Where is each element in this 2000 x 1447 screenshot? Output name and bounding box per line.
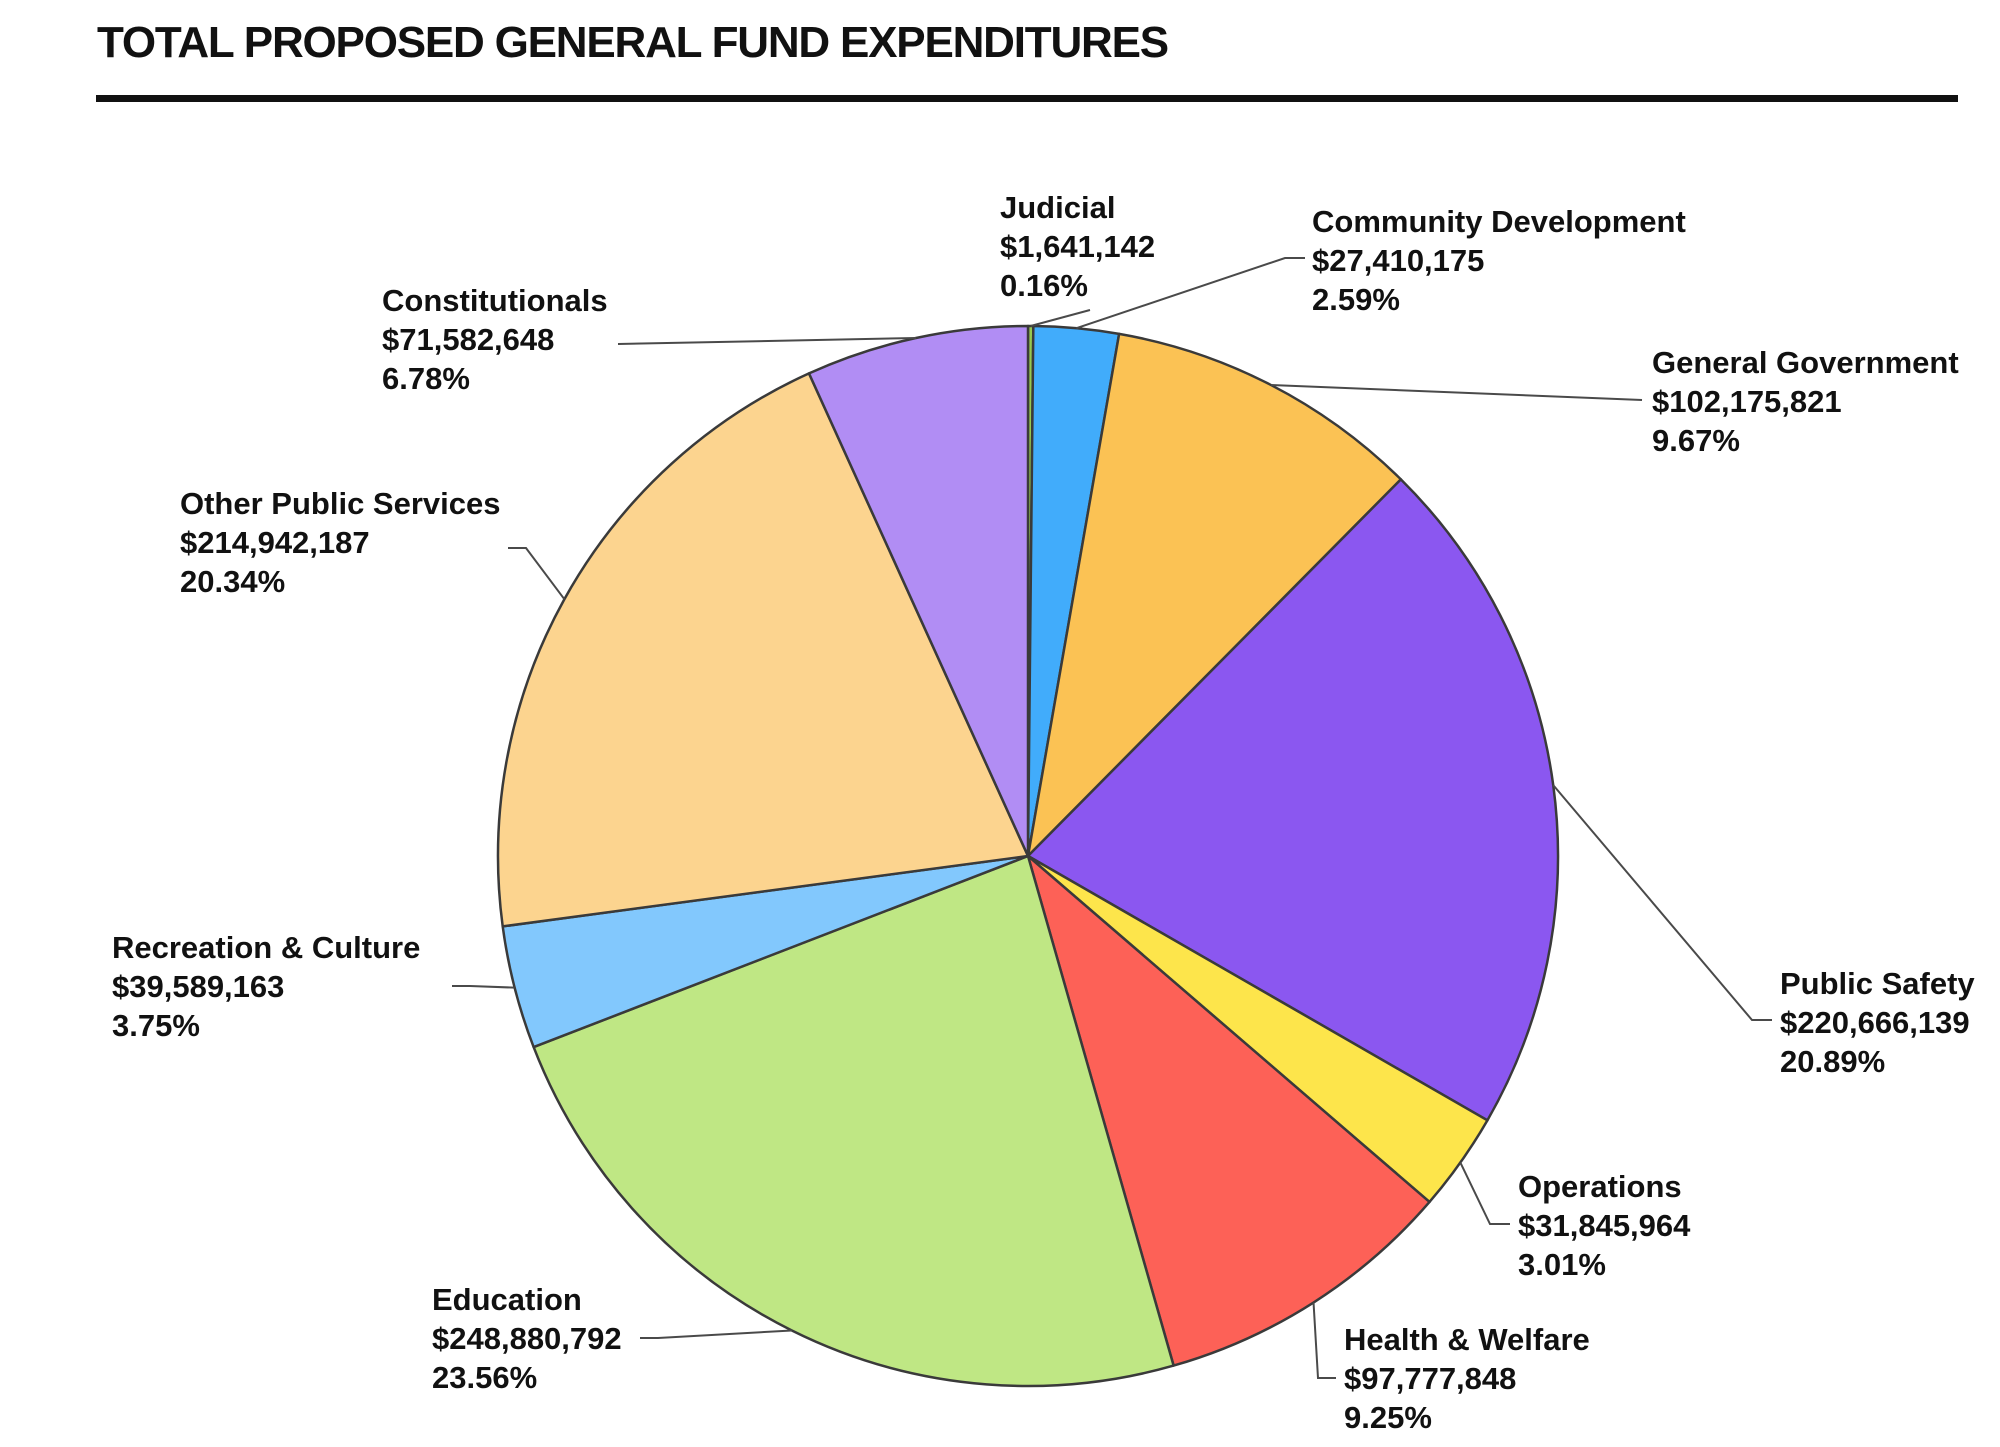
leader-line-constitutionals (617, 336, 916, 345)
slice-label-amount-constitutionals: $71,582,648 (382, 322, 554, 357)
slice-labels: Judicial $1,641,142 0.16% Community Develop… (112, 190, 1975, 1435)
slice-label-percent-public-safety: 20.89% (1780, 1044, 1885, 1079)
leader-line-health-and-welfare (1312, 1302, 1336, 1379)
leader-line-public-safety (1552, 784, 1772, 1021)
slice-label-percent-constitutionals: 6.78% (382, 361, 470, 396)
slice-label-percent-education: 23.56% (432, 1360, 537, 1395)
slice-label-amount-recreation-and-culture: $39,589,163 (112, 969, 284, 1004)
slice-label-name-public-safety: Public Safety (1780, 966, 1975, 1001)
slice-label-percent-general-government: 9.67% (1652, 423, 1740, 458)
leader-line-judicial (1030, 309, 1091, 327)
slice-label-percent-health-and-welfare: 9.25% (1344, 1400, 1432, 1435)
slice-label-name-constitutionals: Constitutionals (382, 283, 608, 318)
leader-line-other-public-services (508, 547, 566, 600)
slice-label-amount-health-and-welfare: $97,777,848 (1344, 1361, 1516, 1396)
slice-label-name-other-public-services: Other Public Services (180, 486, 500, 521)
slice-label-percent-community-development: 2.59% (1312, 282, 1400, 317)
slice-label-name-health-and-welfare: Health & Welfare (1344, 1322, 1590, 1357)
slice-label-amount-other-public-services: $214,942,187 (180, 525, 370, 560)
slice-label-name-general-government: General Government (1652, 345, 1959, 380)
leader-line-general-government (1271, 384, 1643, 401)
slice-label-name-operations: Operations (1518, 1169, 1682, 1204)
pie-slice-health-and-welfare (1026, 854, 1431, 1367)
leader-line-operations (1459, 1162, 1510, 1225)
title-divider (96, 95, 1958, 102)
slice-label-amount-education: $248,880,792 (432, 1321, 622, 1356)
slice-label-name-recreation-and-culture: Recreation & Culture (112, 930, 420, 965)
slice-label-amount-community-development: $27,410,175 (1312, 243, 1484, 278)
slice-label-amount-judicial: $1,641,142 (1000, 229, 1155, 264)
slice-label-amount-public-safety: $220,666,139 (1780, 1005, 1970, 1040)
slice-label-amount-operations: $31,845,964 (1518, 1208, 1691, 1243)
pie-slice-general-government (1026, 332, 1403, 858)
pie-slice-education (532, 854, 1175, 1388)
leader-lines (452, 257, 1772, 1379)
slice-label-percent-recreation-and-culture: 3.75% (112, 1008, 200, 1043)
pie-slice-public-safety (1026, 478, 1560, 1122)
slice-label-percent-judicial: 0.16% (1000, 268, 1088, 303)
leader-line-community-development (1076, 257, 1305, 330)
slice-label-percent-other-public-services: 20.34% (180, 564, 285, 599)
slice-label-name-community-development: Community Development (1312, 204, 1686, 239)
slice-label-amount-general-government: $102,175,821 (1652, 384, 1842, 419)
page-title: TOTAL PROPOSED GENERAL FUND EXPENDITURES (97, 18, 1169, 67)
leader-line-education (640, 1329, 792, 1339)
slice-label-percent-operations: 3.01% (1518, 1247, 1606, 1282)
leader-line-recreation-and-culture (452, 985, 515, 989)
pie-slices (496, 324, 1560, 1388)
slice-label-name-judicial: Judicial (1000, 190, 1115, 225)
slice-label-name-education: Education (432, 1282, 582, 1317)
